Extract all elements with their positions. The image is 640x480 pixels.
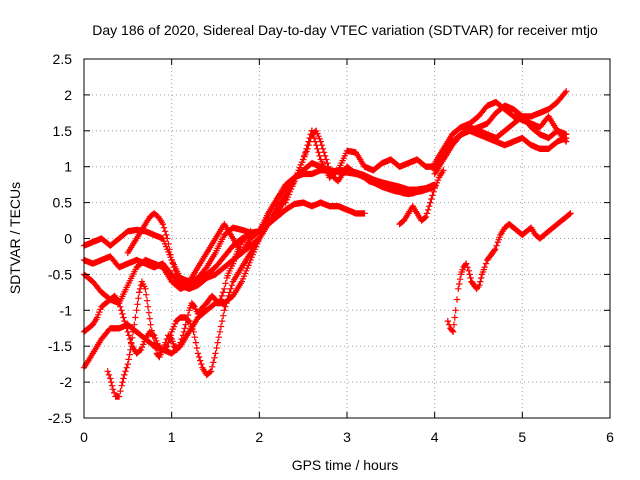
y-tick-label: 2 (64, 87, 72, 103)
y-tick-label: 0 (64, 231, 72, 247)
plus-markers-sat-e (431, 98, 570, 167)
x-tick-label: 4 (431, 429, 439, 445)
y-tick-label: -0.5 (48, 266, 72, 282)
plus-markers-sat-l (282, 127, 438, 206)
data-series (80, 88, 574, 400)
series-sat-c (80, 127, 316, 371)
plus-markers-sat-n (444, 210, 574, 335)
chart-title: Day 186 of 2020, Sidereal Day-to-day VTE… (92, 22, 598, 38)
series-sat-m (396, 167, 447, 228)
plus-markers-sat-h (124, 195, 289, 289)
x-tick-label: 1 (168, 429, 176, 445)
series-sat-n (444, 210, 574, 335)
y-tick-label: 0.5 (53, 195, 73, 211)
plus-markers-sat-a (80, 159, 438, 285)
y-tick-label: -1.5 (48, 338, 72, 354)
series-sat-j (104, 228, 254, 400)
x-tick-label: 6 (606, 429, 614, 445)
plus-markers-sat-j (104, 228, 254, 400)
y-tick-label: -1 (60, 302, 73, 318)
x-tick-label: 3 (343, 429, 351, 445)
plus-markers-sat-c (80, 127, 316, 371)
y-tick-label: 2.5 (53, 51, 73, 67)
series-sat-e (431, 98, 570, 167)
plus-markers-sat-g (431, 127, 570, 174)
series-sat-g (431, 127, 570, 174)
plus-markers-sat-m (396, 167, 447, 228)
y-tick-label: -2 (60, 374, 73, 390)
y-tick-label: 1 (64, 159, 72, 175)
series-sat-a (80, 159, 438, 285)
series-sat-l (282, 127, 438, 206)
y-tick-label: -2.5 (48, 410, 72, 426)
x-axis-label: GPS time / hours (292, 457, 399, 473)
x-tick-label: 2 (255, 429, 263, 445)
axis-ticks: 0 1 2 3 4 5 6 -2.5 -2 -1.5 -1 -0.5 0 0.5 1 1.5 2 2.5 (48, 51, 614, 445)
y-tick-label: 1.5 (53, 123, 73, 139)
x-tick-label: 5 (518, 429, 526, 445)
x-tick-label: 0 (80, 429, 88, 445)
series-sat-h (124, 195, 289, 289)
y-axis-label: SDTVAR / TECUs (7, 182, 23, 294)
